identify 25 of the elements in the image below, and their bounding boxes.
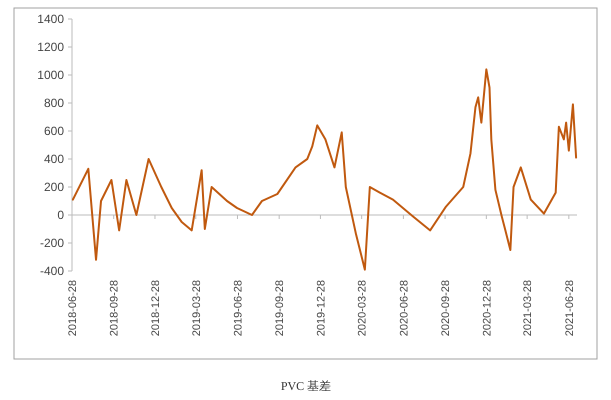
x-tick-label: 2018-12-28 [150,280,162,336]
y-tick-label: 1200 [37,40,64,54]
y-tick-label: 200 [44,180,64,194]
y-tick-label: 0 [57,208,64,222]
x-tick-label: 2020-09-28 [440,280,452,336]
y-tick-label: 1400 [37,12,64,26]
y-tick-label: 800 [44,96,64,110]
x-tick-label: 2018-06-28 [67,280,79,336]
x-tick-label: 2019-09-28 [274,280,286,336]
x-tick-label: 2021-06-28 [564,280,576,336]
y-tick-label: -200 [40,236,64,250]
y-tick-label: 400 [44,152,64,166]
x-tick-label: 2018-09-28 [108,280,121,336]
x-tick-label: 2020-03-28 [356,280,369,336]
y-tick-label: -400 [40,264,64,278]
x-tick-label: 2021-03-28 [522,280,534,336]
x-tick-label: 2019-06-28 [232,280,244,336]
line-series [72,68,578,271]
x-tick-label: 2020-06-28 [398,280,410,336]
x-tick-label: 2019-03-28 [190,280,203,336]
y-tick-label: 600 [44,124,64,138]
x-tick-label: 2020-12-28 [481,280,494,336]
y-tick-label: 1000 [37,68,64,82]
x-tick-label: 2019-12-28 [315,280,328,336]
x-axis-title: PVC 基差 [280,379,332,393]
